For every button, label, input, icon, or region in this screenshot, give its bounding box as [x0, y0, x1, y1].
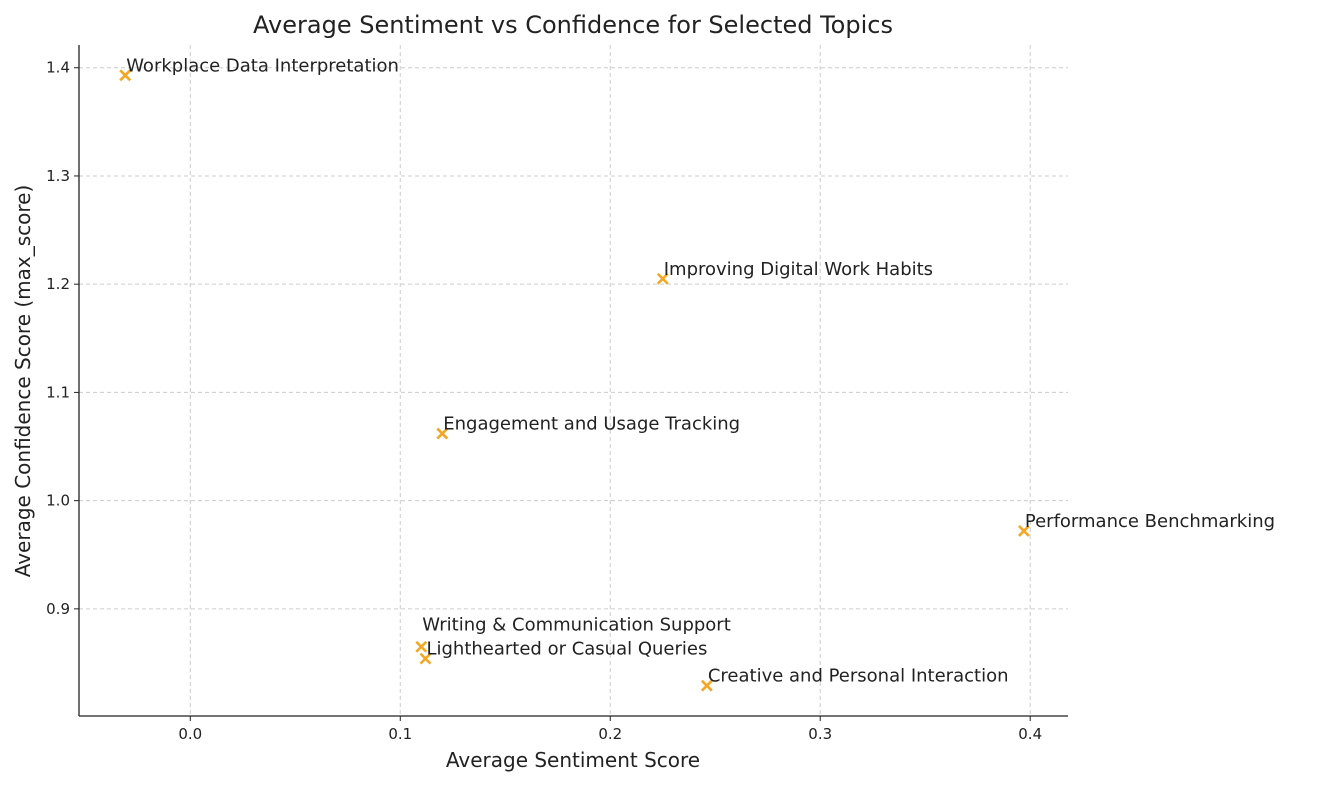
y-tick-label: 1.1 [46, 383, 70, 401]
x-marker [1017, 525, 1030, 537]
x-tick-label: 0.3 [808, 725, 832, 743]
x-tick-label: 0.4 [1018, 725, 1042, 743]
x-tick-label: 0.2 [598, 725, 622, 743]
y-tick-label: 0.9 [46, 600, 70, 618]
data-point: Improving Digital Work Habits [656, 259, 933, 285]
chart-title: Average Sentiment vs Confidence for Sele… [253, 11, 893, 39]
point-label: Performance Benchmarking [1025, 511, 1275, 532]
x-marker [436, 427, 449, 440]
grid [79, 45, 1068, 716]
point-label: Writing & Communication Support [422, 615, 731, 636]
x-marker [119, 69, 132, 82]
x-marker [700, 679, 713, 692]
x-marker [415, 640, 428, 653]
data-point: Creative and Personal Interaction [700, 666, 1009, 692]
y-tick-label: 1.2 [46, 275, 70, 293]
data-point: Workplace Data Interpretation [119, 55, 399, 82]
point-label: Lighthearted or Casual Queries [426, 639, 707, 660]
y-tick-label: 1.0 [46, 492, 70, 510]
y-axis-label: Average Confidence Score (max_score) [11, 185, 35, 578]
point-label: Workplace Data Interpretation [126, 55, 399, 76]
point-label: Improving Digital Work Habits [664, 259, 933, 280]
axes: 0.0 0.1 0.2 0.3 0.4 0.9 1.0 1.1 1.2 1.3 1.4 [46, 45, 1068, 743]
data-point: Performance Benchmarking [1017, 511, 1275, 537]
data-point: Writing & Communication Support [415, 615, 731, 653]
point-label: Creative and Personal Interaction [708, 666, 1009, 687]
x-tick-label: 0.0 [178, 725, 202, 743]
y-tick-label: 1.3 [46, 167, 70, 185]
points: Workplace Data Interpretation Improving D… [119, 55, 1275, 692]
x-axis-label: Average Sentiment Score [446, 748, 700, 772]
point-label: Engagement and Usage Tracking [443, 414, 740, 435]
y-tick-label: 1.4 [46, 59, 70, 77]
x-marker [419, 652, 432, 665]
x-marker [656, 272, 669, 285]
x-tick-label: 0.1 [388, 725, 412, 743]
data-point: Lighthearted or Casual Queries [419, 639, 707, 665]
data-point: Engagement and Usage Tracking [436, 414, 740, 440]
